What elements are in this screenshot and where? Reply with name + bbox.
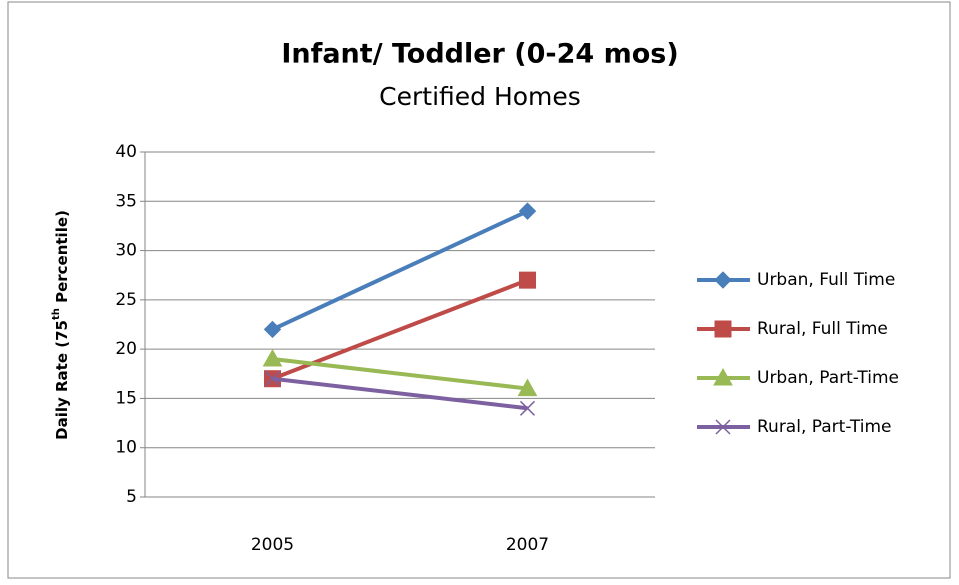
y-label-sup: th [51, 308, 62, 320]
legend-label: Urban, Part-Time [757, 368, 899, 388]
legend-label: Rural, Full Time [757, 319, 888, 339]
marker [714, 271, 732, 289]
legend-label: Urban, Full Time [757, 270, 895, 290]
marker [519, 400, 536, 416]
y-tick-label: 10 [115, 438, 137, 458]
series-line [272, 357, 528, 391]
marker [264, 371, 281, 387]
marker [518, 202, 537, 220]
y-tick-label: 35 [115, 191, 137, 211]
marker [263, 320, 282, 339]
y-tick-label: 40 [115, 142, 137, 162]
marker [715, 419, 731, 435]
y-label-part: Percentile) [53, 210, 71, 308]
y-tick-label: 20 [115, 339, 137, 359]
y-tick-label: 5 [126, 487, 137, 507]
y-label-part: Daily Rate (75 [53, 320, 71, 440]
chart-subtitle: Certified Homes [379, 82, 581, 111]
y-tick-label: 15 [115, 388, 137, 408]
y-tick-label: 25 [115, 290, 137, 310]
series-line [271, 209, 529, 332]
marker [517, 378, 538, 397]
x-tick-label: 2007 [506, 535, 549, 555]
marker [262, 348, 283, 367]
chart-frame [7, 1, 951, 579]
y-tick-label: 30 [115, 241, 137, 261]
chart-title: Infant/ Toddler (0-24 mos) [281, 39, 678, 70]
x-tick-label: 2005 [251, 535, 294, 555]
series-line [272, 376, 528, 411]
marker [519, 271, 536, 289]
y-axis-label: Daily Rate (75th Percentile) [51, 210, 71, 440]
marker [713, 367, 733, 386]
marker [714, 320, 732, 338]
legend-label: Rural, Part-Time [757, 417, 892, 437]
